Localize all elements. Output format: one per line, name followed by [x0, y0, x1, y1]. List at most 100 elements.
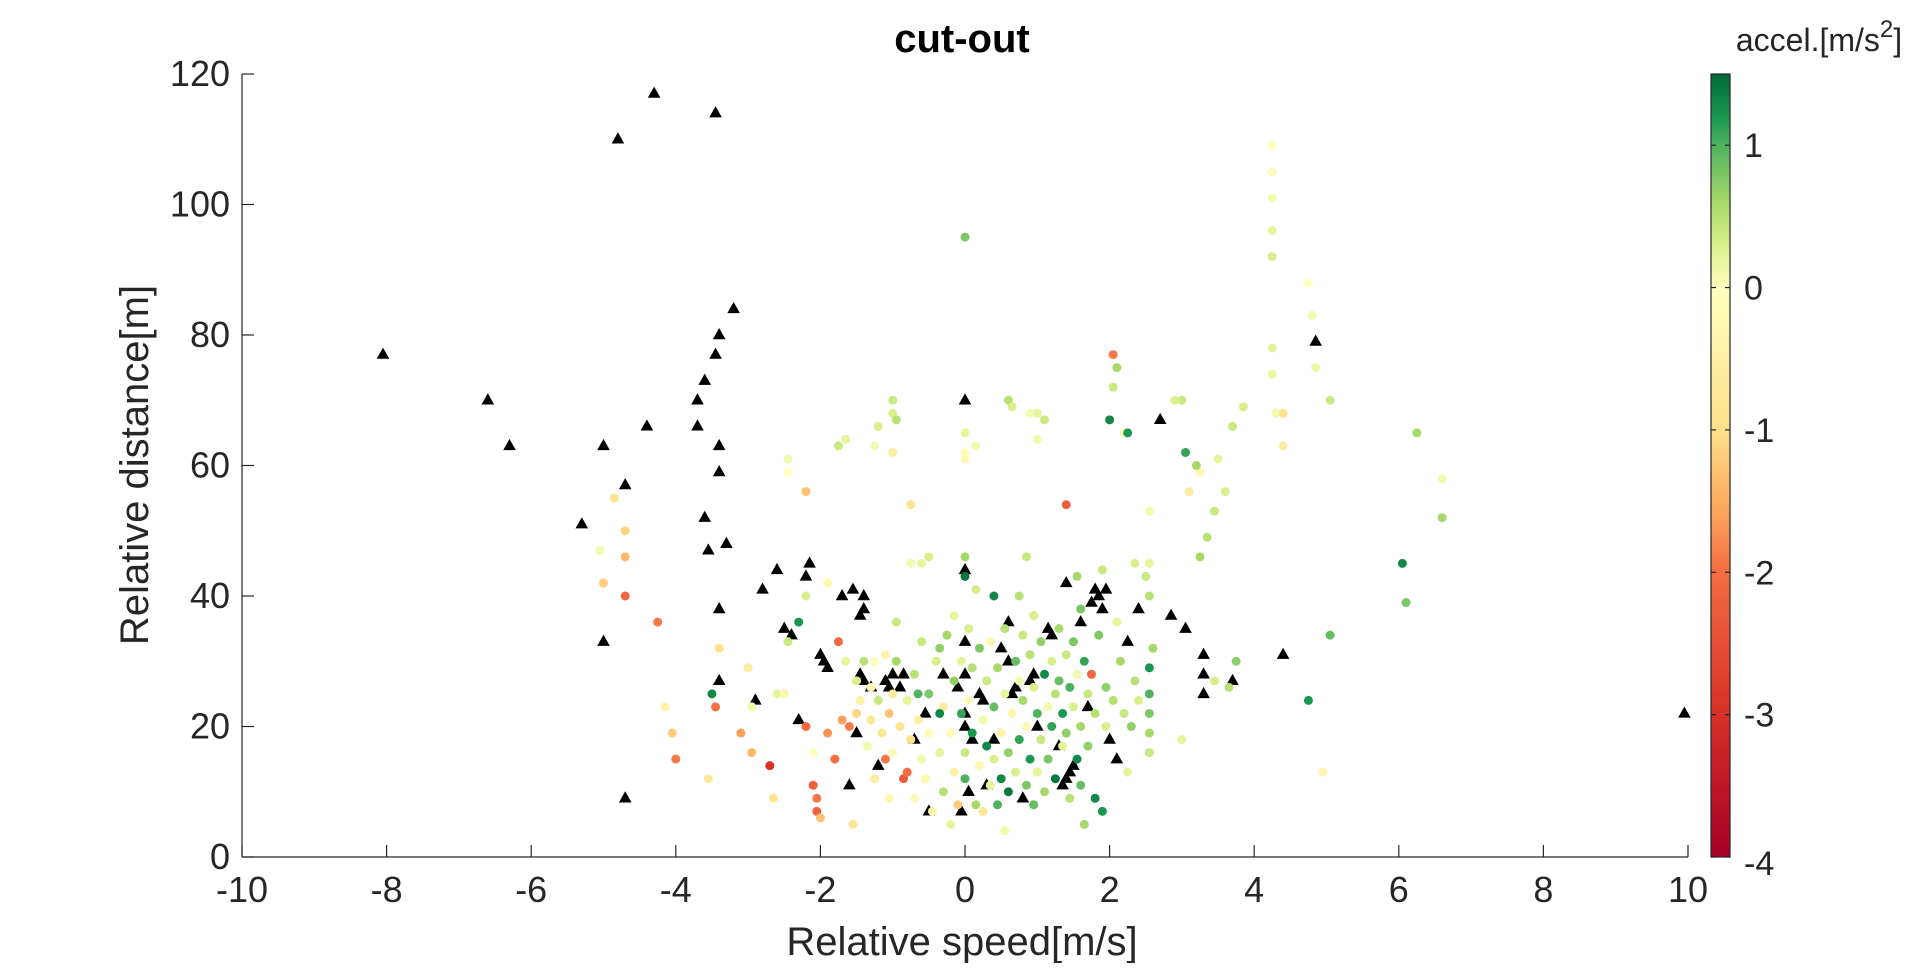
colorbar-tick-label: -4: [1744, 845, 1774, 883]
accel-dot: [971, 441, 981, 451]
accel-dot: [891, 656, 901, 666]
x-axis-label: Relative speed[m/s]: [786, 920, 1137, 963]
triangle-marker: [1197, 667, 1210, 679]
accel-dot: [880, 754, 890, 764]
accel-dot: [978, 715, 988, 725]
triangle-marker: [1110, 752, 1124, 764]
triangle-marker: [712, 328, 726, 340]
accel-dot: [1112, 363, 1122, 373]
accel-dot: [837, 715, 847, 725]
y-tick-label: 40: [190, 575, 230, 616]
accel-dot: [620, 552, 630, 562]
accel-dot: [1101, 722, 1111, 731]
accel-dot: [935, 708, 945, 718]
accel-dot: [1065, 793, 1075, 803]
triangle-marker: [597, 438, 610, 451]
accel-dot: [946, 728, 956, 738]
triangle-marker: [821, 660, 834, 672]
triangle-marker: [835, 589, 849, 601]
accel-dot: [996, 774, 1006, 784]
accel-dot: [935, 643, 945, 653]
triangle-marker: [987, 732, 1001, 744]
accel-dot: [1437, 513, 1447, 523]
triangle-marker: [1002, 615, 1015, 627]
accel-dot: [866, 715, 876, 725]
x-tick-label: -6: [515, 869, 547, 910]
accel-dot: [1144, 663, 1154, 673]
accel-dot: [924, 552, 934, 562]
triangle-marker: [1309, 334, 1322, 346]
accel-dot: [880, 650, 890, 660]
accel-dot: [1184, 487, 1194, 497]
triangle-marker: [1045, 628, 1059, 640]
accel-dot: [1105, 415, 1115, 425]
triangle-marker: [785, 628, 798, 640]
accel-dot: [812, 793, 822, 803]
accel-dot: [667, 728, 677, 738]
accel-dot: [765, 761, 775, 771]
accel-dot: [960, 571, 970, 581]
accel-dot: [1228, 421, 1238, 431]
triangle-marker: [698, 373, 712, 385]
accel-dot: [870, 656, 880, 666]
accel-dot: [1021, 722, 1031, 731]
accel-dot: [1054, 624, 1064, 634]
accel-dot: [1170, 395, 1180, 405]
accel-dot: [971, 584, 981, 594]
accel-dot: [989, 702, 999, 712]
accel-dot: [794, 617, 804, 627]
accel-dot: [888, 689, 898, 699]
accel-dot: [985, 780, 995, 790]
accel-dot: [768, 793, 778, 803]
accel-dot: [1029, 611, 1039, 621]
accel-dot: [599, 578, 608, 588]
accel-dot: [1014, 591, 1024, 601]
accel-dot: [1130, 676, 1140, 686]
accel-dot: [967, 728, 977, 738]
accel-dot: [620, 591, 630, 601]
accel-dot: [1050, 689, 1060, 699]
accel-dot: [1011, 656, 1021, 666]
accel-dot: [1307, 310, 1317, 320]
triangle-marker: [857, 589, 871, 601]
accel-dot: [1076, 604, 1086, 614]
triangle-marker: [792, 712, 806, 725]
accel-dot: [1040, 669, 1050, 679]
accel-dot: [1003, 748, 1013, 758]
accel-dot: [873, 695, 883, 705]
accel-dot: [902, 695, 912, 705]
x-tick-label: 0: [955, 869, 975, 910]
triangle-marker: [1067, 758, 1080, 770]
accel-dot: [711, 702, 721, 712]
accel-dot: [891, 415, 901, 425]
accel-dot: [985, 637, 995, 647]
accel-dot: [1054, 676, 1064, 686]
accel-dot: [949, 611, 959, 621]
colorbar-title-main: accel.[m/s: [1736, 22, 1880, 58]
triangle-marker: [1103, 732, 1116, 744]
x-tick-label: -10: [216, 869, 268, 910]
accel-dot: [1072, 754, 1082, 764]
triangle-marker: [618, 791, 632, 803]
x-tick-label: -2: [804, 869, 836, 910]
triangle-marker: [1099, 582, 1113, 594]
accel-dot: [989, 591, 999, 601]
accel-dot: [960, 552, 970, 562]
accel-dot: [844, 722, 854, 731]
triangle-marker: [691, 419, 704, 431]
triangle-marker: [709, 347, 722, 359]
accel-dot: [870, 441, 880, 451]
accel-dot: [1318, 767, 1328, 777]
accel-dot: [1271, 408, 1281, 418]
triangle-marker: [886, 667, 899, 679]
accel-dot: [1325, 630, 1335, 640]
triangle-marker: [702, 543, 715, 555]
accel-dot: [1397, 558, 1407, 568]
triangle-marker: [846, 582, 860, 594]
triangle-marker: [611, 132, 625, 144]
accel-dot: [1029, 800, 1039, 810]
colorbar-title-exponent: 2: [1880, 16, 1893, 43]
triangle-marker: [709, 106, 722, 118]
accel-dot: [1401, 598, 1411, 608]
accel-dot: [1144, 689, 1154, 699]
